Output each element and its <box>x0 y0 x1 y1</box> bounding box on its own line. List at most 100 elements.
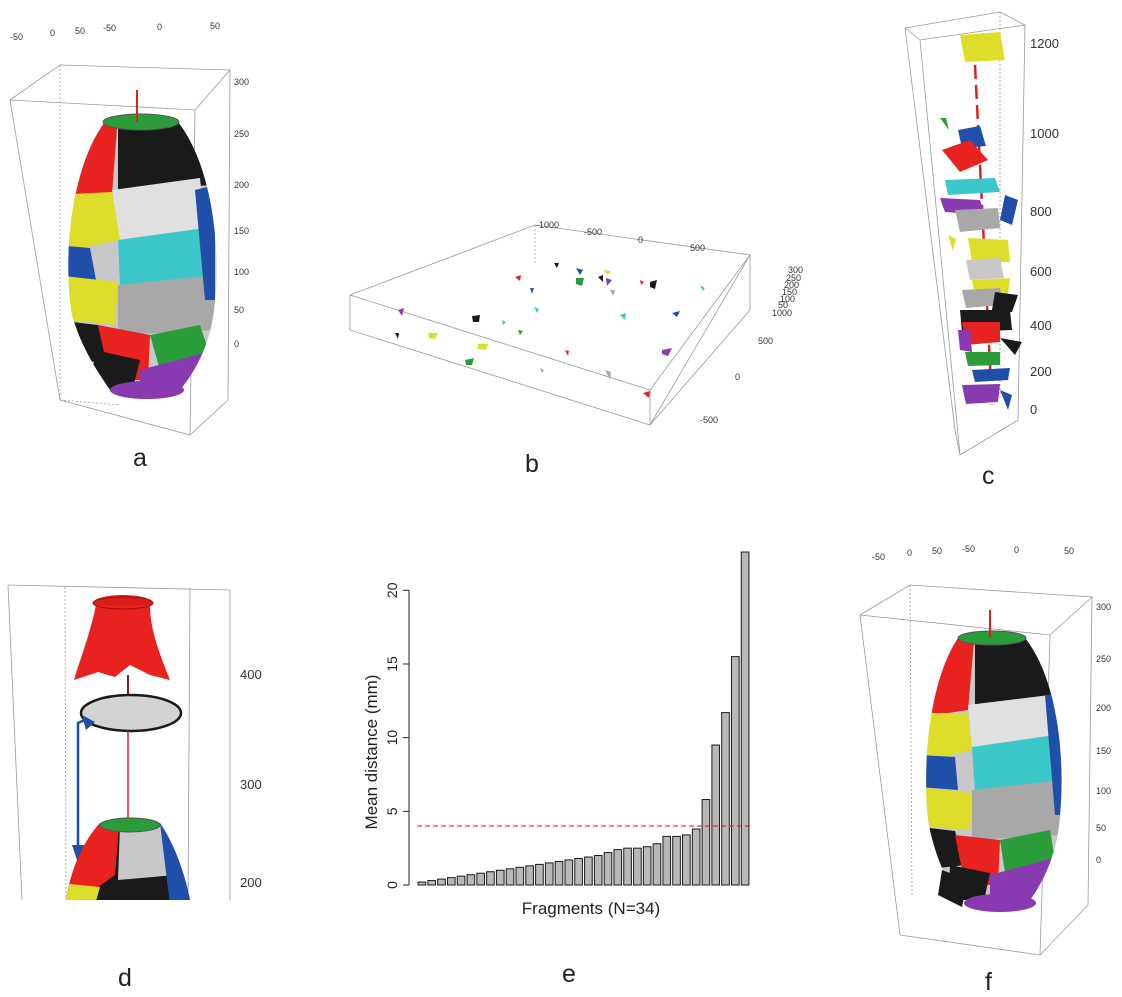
bar <box>417 881 427 886</box>
bar <box>574 857 583 886</box>
tick-label: 500 <box>758 336 773 346</box>
tick-label: 50 <box>778 300 788 310</box>
rotation-disc <box>79 693 183 733</box>
bar <box>701 799 711 886</box>
tick-label: -1000 <box>536 220 559 230</box>
tick-label: 800 <box>1030 204 1052 219</box>
exploded-fragments <box>940 32 1022 410</box>
tick-label: -50 <box>872 552 885 562</box>
bar <box>623 847 632 886</box>
tick-label: 200 <box>234 180 249 190</box>
z-axis: 300 250 200 150 100 50 0 <box>1096 602 1111 865</box>
tick-label: 100 <box>1096 786 1111 796</box>
y-tick-label: 10 <box>384 730 400 746</box>
tick-label: 300 <box>240 777 262 792</box>
bar <box>603 852 613 886</box>
scattered-fragments <box>395 263 705 398</box>
tick-label: 50 <box>234 305 244 315</box>
bar <box>437 878 446 886</box>
bar <box>486 871 495 886</box>
reassembled-vase <box>926 610 1062 912</box>
panel-b-figure: -1000 -500 0 500 300 250 200 150 100 50 … <box>349 220 803 426</box>
tick-label: 150 <box>782 287 797 297</box>
tick-label: 0 <box>157 22 162 32</box>
panel-label-f: f <box>985 968 992 996</box>
y-axis-title: Mean distance (mm) <box>362 675 381 830</box>
top-axis: -50 0 50 -50 0 50 <box>10 21 220 42</box>
top-axis: -50 0 50 -50 0 50 <box>872 544 1074 562</box>
panel-label-c: c <box>982 462 995 490</box>
panel-label-a: a <box>133 444 147 472</box>
y-axis: 0 5 10 15 20 <box>384 582 410 889</box>
bar <box>466 874 476 886</box>
tick-label: 250 <box>234 129 249 139</box>
bar <box>672 835 681 886</box>
tick-label: -500 <box>584 227 602 237</box>
bar <box>554 860 564 886</box>
panel-a: -50 0 50 -50 0 50 300 250 200 150 100 50… <box>0 0 280 440</box>
z-axis: 300 250 200 150 100 50 1000 <box>772 265 803 318</box>
tick-label: -50 <box>10 32 23 42</box>
panel-label-d: d <box>118 964 132 992</box>
bar <box>633 847 642 886</box>
tick-label: 250 <box>786 273 801 283</box>
panel-f: -50 0 50 -50 0 50 300 250 200 150 100 50… <box>840 535 1122 956</box>
tick-label: 0 <box>907 548 912 558</box>
bar-chart: 0 5 10 15 20 Fragments (N=34) Mean distance … <box>362 551 750 918</box>
tick-label: 50 <box>1096 823 1106 833</box>
panel-d-figure: 400 300 200 <box>7 584 262 901</box>
tick-label: 200 <box>240 875 262 890</box>
bounding-box <box>7 584 231 901</box>
tick-label: 600 <box>1030 264 1052 279</box>
side-axis: 500 0 -500 <box>700 336 773 425</box>
y-tick-label: 0 <box>384 881 400 889</box>
bar <box>515 866 525 886</box>
bar-series <box>417 551 750 886</box>
z-axis: 300 250 200 150 100 50 0 <box>234 77 249 349</box>
tick-label: 0 <box>638 235 643 245</box>
bar <box>564 859 574 886</box>
panel-f-figure: -50 0 50 -50 0 50 300 250 200 150 100 50… <box>859 544 1111 956</box>
tick-label: 100 <box>234 267 249 277</box>
bar <box>740 551 750 886</box>
tick-label: 50 <box>932 546 942 556</box>
bar <box>495 869 505 886</box>
y-tick-label: 5 <box>384 807 400 815</box>
tick-label: 0 <box>1030 402 1037 417</box>
bar <box>476 872 485 886</box>
panel-d: 400 300 200 <box>0 575 290 905</box>
tick-label: 300 <box>788 265 803 275</box>
tick-label: 0 <box>1014 545 1019 555</box>
bar <box>711 744 721 886</box>
tick-label: 1000 <box>772 308 792 318</box>
bar <box>584 856 593 886</box>
bar <box>427 880 437 886</box>
bar <box>593 855 603 886</box>
vase-3d-model <box>68 90 217 399</box>
tick-label: 0 <box>50 28 55 38</box>
x-axis-title: Fragments (N=34) <box>522 899 660 918</box>
tick-label: 50 <box>210 21 220 31</box>
panel-c-figure: 1200 1000 800 600 400 200 0 <box>904 11 1059 456</box>
panel-a-figure: -50 0 50 -50 0 50 300 250 200 150 100 50… <box>9 21 249 436</box>
top-axis: -1000 -500 0 500 <box>536 220 705 253</box>
bar <box>682 834 691 886</box>
bounding-box <box>904 11 1027 456</box>
panel-label-e: e <box>562 960 576 988</box>
tick-label: 300 <box>234 77 249 87</box>
y-tick-label: 20 <box>384 582 400 598</box>
tick-label: -50 <box>103 23 116 33</box>
tick-label: 0 <box>234 339 239 349</box>
tick-label: 200 <box>1030 364 1052 379</box>
bar <box>544 862 554 886</box>
tick-label: 0 <box>735 372 740 382</box>
tick-label: 200 <box>784 280 799 290</box>
tick-label: 150 <box>1096 746 1111 756</box>
tick-label: 100 <box>780 294 795 304</box>
panel-e-chart: 0 5 10 15 20 Fragments (N=34) Mean distance … <box>355 540 775 930</box>
tick-label: 1000 <box>1030 126 1059 141</box>
tick-label: 300 <box>1096 602 1111 612</box>
tick-label: 0 <box>1096 855 1101 865</box>
top-fragment <box>74 595 170 680</box>
rotation-arrow <box>72 715 95 863</box>
